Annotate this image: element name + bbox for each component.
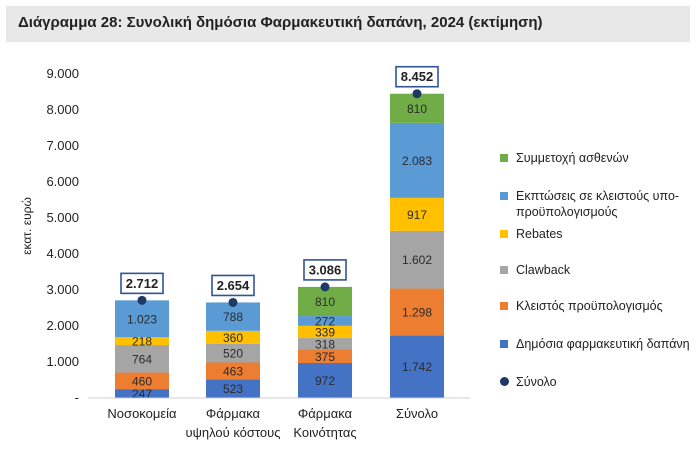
chart-title: Διάγραμμα 28: Συνολική δημόσια Φαρμακευτ… [18,14,543,31]
total-value-label: 2.654 [217,278,250,293]
y-tick-label: 4.000 [46,246,79,261]
bar-segment [206,330,260,344]
y-tick-label: 7.000 [46,138,79,153]
bar-segment [298,316,352,326]
bar-segment [206,302,260,331]
segment-value-label: 1.298 [402,305,432,319]
segment-value-label: 810 [315,295,335,309]
bar-segment [298,338,352,350]
legend-label: Clawback [516,263,571,277]
y-tick-label: - [75,390,79,405]
bar-segment [390,288,444,336]
total-marker [137,295,147,305]
segment-value-label: 1.602 [402,253,432,267]
segment-value-label: 339 [315,325,335,339]
legend-label: Συμμετοχή ασθενών [516,151,629,165]
total-marker [412,89,422,99]
total-label-box [303,259,347,281]
total-label-box [211,274,255,297]
bar-segment [390,335,444,398]
bar-segment [115,372,169,390]
total-label-box [120,272,164,295]
legend-dot-marker [500,377,509,386]
x-category-label: Φάρμακα [298,406,353,421]
segment-value-label: 520 [223,347,243,361]
segment-value-label: 247 [132,387,152,401]
x-category-label: Σύνολο [396,406,438,421]
y-tick-label: 9.000 [46,66,79,81]
segment-value-label: 218 [132,335,152,349]
x-category-label: Φάρμακα [206,406,261,421]
y-tick-label: 5.000 [46,210,79,225]
legend-label: Κλειστός προϋπολογισμός [516,299,663,313]
bar-segment [390,122,444,198]
bar-segment [390,197,444,231]
y-tick-label: 2.000 [46,318,79,333]
legend-swatch [500,192,508,200]
bar-segment [298,349,352,364]
bar-segment [206,362,260,380]
total-value-label: 2.712 [126,276,159,291]
legend-label: Εκπτώσεις σε κλειστούς υπο-προϋπολογισμο… [516,189,680,219]
segment-value-label: 972 [315,374,335,388]
segment-value-label: 463 [223,364,243,378]
segment-value-label: 375 [315,350,335,364]
segment-value-label: 810 [407,102,427,116]
x-category-label-line2: Κοινότητας [293,425,356,440]
legend-label: Σύνολο [516,375,557,389]
bar-segment [298,325,352,339]
total-value-label: 3.086 [309,262,342,277]
bar-segment [115,389,169,398]
x-category-label-line2: υψηλού κόστους [185,425,280,440]
bar-segment [390,93,444,123]
segment-value-label: 788 [223,310,243,324]
legend-swatch [500,266,508,274]
segment-value-label: 1.023 [127,312,157,326]
bar-segment [115,300,169,338]
total-value-label: 8.452 [401,69,434,84]
title-bar: Διάγραμμα 28: Συνολική δημόσια Φαρμακευτ… [6,6,690,42]
y-tick-label: 1.000 [46,354,79,369]
segment-value-label: 2.083 [402,154,432,168]
bar-segment [298,363,352,398]
total-label-box [395,65,439,88]
bar-segment [115,345,169,373]
bar-segment [206,343,260,363]
segment-value-label: 360 [223,331,243,345]
bar-segment [298,286,352,317]
total-marker [320,282,330,292]
bar-segment [206,379,260,398]
legend-swatch [500,340,508,348]
legend-swatch [500,230,508,238]
segment-value-label: 523 [223,382,243,396]
total-marker [228,297,238,307]
x-category-label: Νοσοκομεία [107,406,177,421]
segment-value-label: 460 [132,374,152,388]
legend-label: Rebates [516,227,563,241]
y-axis-label: εκατ. ευρώ [20,197,34,255]
segment-value-label: 917 [407,208,427,222]
bar-segment [115,337,169,346]
segment-value-label: 272 [315,314,335,328]
legend-swatch [500,154,508,162]
legend-label: Δημόσια φαρμακευτική δαπάνη [516,337,690,351]
segment-value-label: 764 [132,352,152,366]
y-tick-label: 8.000 [46,102,79,117]
segment-value-label: 1.742 [402,360,432,374]
segment-value-label: 318 [315,337,335,351]
bar-segment [390,230,444,289]
y-tick-label: 3.000 [46,282,79,297]
legend-swatch [500,302,508,310]
y-tick-label: 6.000 [46,174,79,189]
